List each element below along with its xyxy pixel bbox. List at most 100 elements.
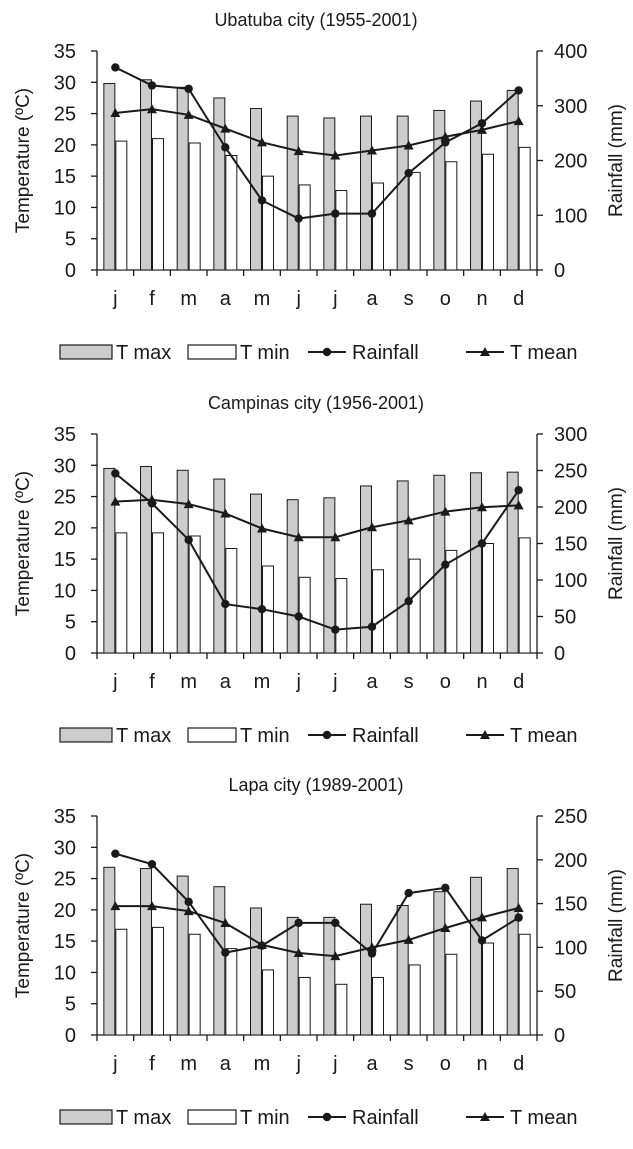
y2-axis-label: Rainfall (mm)	[606, 869, 627, 982]
point-tmean	[183, 109, 194, 119]
point-tmean	[477, 912, 487, 922]
bar-tmin	[262, 969, 274, 1036]
bar-tmax	[506, 89, 519, 271]
right-tick-label: 0	[554, 260, 565, 282]
point-rainfall	[294, 214, 303, 223]
point-rainfall	[221, 143, 230, 152]
left-tick-label: 5	[65, 229, 76, 251]
x-tick-label: m	[180, 1053, 197, 1075]
bar-tmin	[335, 578, 348, 654]
point-tmean	[220, 917, 231, 927]
legend-swatch-tmax	[59, 1109, 113, 1125]
chart-title: Lapa city (1989-2001)	[228, 775, 403, 795]
bar-tmax	[360, 115, 372, 271]
point-rainfall	[367, 209, 377, 218]
point-rainfall	[404, 888, 413, 898]
point-tmean	[293, 948, 304, 958]
x-tick-label: s	[404, 288, 414, 310]
left-tick-label: 30	[54, 837, 76, 859]
bar-tmin	[115, 140, 128, 271]
bar-tmax	[360, 903, 372, 1036]
right-tick-label: 300	[554, 96, 587, 118]
point-tmean	[440, 506, 451, 516]
bar-tmax	[286, 916, 299, 1036]
point-rainfall	[477, 119, 487, 128]
bar-tmin	[482, 942, 494, 1036]
bar-tmin	[152, 138, 164, 271]
x-tick-label: j	[295, 671, 300, 693]
point-tmean	[220, 508, 231, 518]
legend-label-tmax: T max	[116, 725, 171, 747]
line-rainfall	[114, 472, 520, 631]
x-tick-label: d	[513, 671, 524, 693]
x-tick-label: m	[254, 288, 271, 310]
point-rainfall	[257, 196, 267, 205]
point-tmean	[183, 906, 194, 916]
x-tick-label: n	[476, 288, 487, 310]
point-rainfall	[184, 535, 193, 545]
bar-tmax	[103, 467, 116, 654]
point-rainfall	[367, 622, 377, 631]
bar-tmax	[396, 904, 409, 1036]
legend-marker-tmean	[480, 347, 490, 356]
left-tick-label: 10	[54, 580, 76, 602]
bar-tmin	[298, 976, 311, 1036]
point-rainfall	[404, 596, 413, 606]
bar-tmax	[250, 907, 262, 1036]
right-tick-label: 100	[554, 570, 587, 592]
bar-tmax	[360, 485, 372, 654]
legend-label-tmean: T mean	[510, 1107, 577, 1129]
bar-tmin	[225, 948, 238, 1036]
legend-label-tmax: T max	[116, 342, 171, 364]
bar-tmax	[433, 891, 446, 1036]
x-tick-label: d	[513, 288, 524, 310]
point-tmean	[110, 496, 121, 506]
point-rainfall	[257, 941, 267, 950]
bar-tmin	[482, 543, 494, 654]
point-rainfall	[514, 486, 523, 495]
right-tick-label: 250	[554, 461, 587, 483]
left-tick-label: 10	[54, 962, 76, 984]
left-tick-label: 25	[54, 869, 76, 891]
bar-tmin	[518, 537, 531, 654]
left-tick-label: 20	[54, 135, 76, 157]
bar-tmin	[482, 153, 494, 271]
bar-tmin	[188, 933, 201, 1036]
point-tmean	[440, 131, 451, 141]
bar-tmin	[372, 569, 384, 654]
point-rainfall	[184, 897, 193, 907]
x-tick-label: f	[149, 1053, 155, 1075]
x-tick-label: j	[112, 1053, 117, 1075]
point-rainfall	[111, 469, 120, 478]
left-tick-label: 15	[54, 166, 76, 188]
left-tick-label: 20	[54, 518, 76, 540]
legend-label-tmean: T mean	[510, 725, 577, 747]
bar-tmax	[176, 469, 189, 654]
legend-marker-tmean	[480, 1112, 490, 1121]
point-rainfall	[514, 913, 523, 922]
left-tick-label: 0	[65, 643, 76, 665]
bar-tmin	[445, 953, 458, 1036]
point-rainfall	[294, 612, 303, 621]
bar-tmax	[470, 100, 482, 271]
bar-tmin	[225, 154, 238, 271]
x-tick-label: j	[332, 671, 337, 693]
right-tick-label: 0	[554, 1025, 565, 1047]
legend-swatch-tmin	[187, 344, 237, 360]
bar-tmin	[445, 161, 458, 271]
point-tmean	[367, 522, 377, 532]
left-tick-label: 25	[54, 104, 76, 126]
bar-tmax	[103, 866, 116, 1036]
point-rainfall	[331, 918, 340, 928]
point-tmean	[110, 107, 121, 117]
left-tick-label: 0	[65, 260, 76, 282]
right-tick-label: 50	[554, 981, 576, 1003]
left-tick-label: 20	[54, 900, 76, 922]
legend-marker-rainfall	[322, 730, 332, 740]
right-tick-label: 100	[554, 205, 587, 227]
point-rainfall	[147, 81, 157, 90]
right-tick-label: 250	[554, 806, 587, 828]
bar-tmin	[115, 928, 128, 1036]
